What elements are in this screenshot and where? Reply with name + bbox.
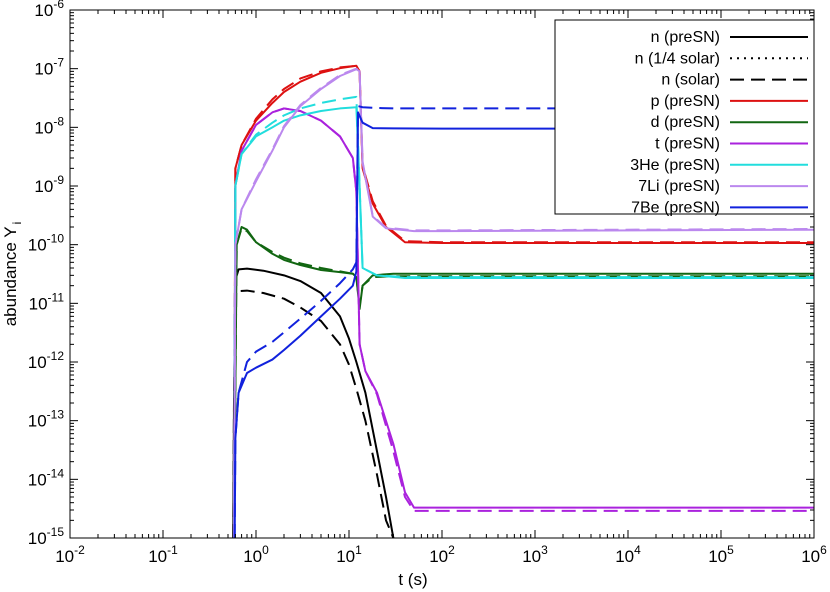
x-tick-exponent: 5 <box>727 543 734 557</box>
y-axis-title-main: abundance Y <box>1 226 20 326</box>
x-tick-base: 10 <box>522 547 541 566</box>
x-tick-label: 102 <box>429 543 455 566</box>
y-tick-exponent: -11 <box>48 290 65 304</box>
series-line-5 <box>233 227 814 539</box>
legend-label: n (solar) <box>661 72 720 89</box>
y-tick-exponent: -7 <box>53 56 64 70</box>
y-tick-exponent: -15 <box>47 525 65 539</box>
x-tick-exponent: 3 <box>541 543 548 557</box>
x-tick-base: 10 <box>708 547 727 566</box>
x-tick-label: 10-2 <box>55 543 85 566</box>
series-line-11 <box>233 67 815 539</box>
y-axis-title: abundance Yi <box>1 222 24 327</box>
x-tick-label: 10-1 <box>148 543 178 566</box>
legend-label: n (1/4 solar) <box>635 50 720 67</box>
x-tick-base: 10 <box>429 547 448 566</box>
data-lines <box>232 64 815 539</box>
series-line-6 <box>233 107 814 539</box>
legend-label: d (preSN) <box>651 114 720 131</box>
y-tick-label: 10-12 <box>28 349 65 372</box>
legend-label: 7Be (preSN) <box>631 199 720 216</box>
y-tick-base: 10 <box>29 294 48 313</box>
y-tick-exponent: -8 <box>53 114 64 128</box>
y-tick-label: 10-11 <box>29 290 65 313</box>
x-axis-ticks: 10-2 10-1 100 101 102 103 104 105 106 <box>55 10 827 566</box>
series-line-3 <box>233 64 814 539</box>
x-tick-label: 103 <box>522 543 548 566</box>
y-tick-label: 10-6 <box>34 0 64 20</box>
legend: n (preSN) n (1/4 solar) n (solar) p (preSN)… <box>554 19 815 216</box>
series-line-12 <box>233 111 814 539</box>
series-line-0 <box>232 267 395 539</box>
y-tick-base: 10 <box>34 1 53 20</box>
y-tick-exponent: -10 <box>47 232 65 246</box>
series-line-4 <box>233 226 814 539</box>
x-tick-exponent: 2 <box>448 543 455 557</box>
y-tick-label: 10-9 <box>34 173 64 196</box>
legend-label: 3He (preSN) <box>630 157 720 174</box>
y-tick-label: 10-8 <box>34 114 64 137</box>
x-axis-title: t (s) <box>398 570 427 589</box>
series-line-1 <box>232 289 395 539</box>
y-tick-exponent: -12 <box>47 349 65 363</box>
y-tick-exponent: -14 <box>47 466 65 480</box>
y-tick-exponent: -13 <box>47 408 65 422</box>
legend-label: t (preSN) <box>655 136 720 153</box>
x-tick-label: 105 <box>708 543 734 566</box>
x-tick-base: 10 <box>243 547 262 566</box>
y-tick-base: 10 <box>28 470 47 489</box>
y-tick-base: 10 <box>28 529 47 548</box>
x-tick-exponent: -1 <box>167 543 178 557</box>
x-tick-exponent: 6 <box>820 543 827 557</box>
x-tick-base: 10 <box>615 547 634 566</box>
legend-entries: n (preSN) n (1/4 solar) n (solar) p (preSN)… <box>630 29 808 216</box>
x-tick-exponent: 4 <box>634 543 641 557</box>
legend-label: p (preSN) <box>651 93 720 110</box>
x-tick-label: 101 <box>336 543 362 566</box>
x-tick-base: 10 <box>148 547 167 566</box>
series-line-13 <box>233 105 814 539</box>
y-tick-base: 10 <box>34 118 53 137</box>
y-tick-exponent: -6 <box>53 0 64 11</box>
series-line-7 <box>233 107 814 539</box>
y-tick-base: 10 <box>28 236 47 255</box>
y-tick-base: 10 <box>34 60 53 79</box>
y-axis-ticks: 10-1510-1410-1310-1210-1110-1010-910-810… <box>28 0 814 548</box>
x-tick-label: 104 <box>615 543 641 566</box>
x-tick-label: 106 <box>801 543 827 566</box>
y-tick-base: 10 <box>28 353 47 372</box>
y-tick-exponent: -9 <box>53 173 64 187</box>
x-tick-exponent: -2 <box>74 543 85 557</box>
legend-box <box>554 19 815 215</box>
x-tick-base: 10 <box>801 547 820 566</box>
y-tick-label: 10-15 <box>28 525 65 548</box>
x-tick-base: 10 <box>55 547 74 566</box>
y-tick-base: 10 <box>34 177 53 196</box>
y-tick-base: 10 <box>28 412 47 431</box>
x-tick-base: 10 <box>336 547 355 566</box>
y-tick-label: 10-10 <box>28 232 65 255</box>
y-tick-label: 10-13 <box>28 408 65 431</box>
y-tick-label: 10-14 <box>28 466 65 489</box>
legend-label: n (preSN) <box>651 29 720 46</box>
x-tick-label: 100 <box>243 543 269 566</box>
legend-label: 7Li (preSN) <box>638 178 720 195</box>
x-tick-exponent: 0 <box>262 543 269 557</box>
x-tick-exponent: 1 <box>355 543 362 557</box>
series-line-9 <box>233 95 814 539</box>
y-tick-label: 10-7 <box>34 56 64 79</box>
y-axis-title-subscript: i <box>10 222 24 225</box>
